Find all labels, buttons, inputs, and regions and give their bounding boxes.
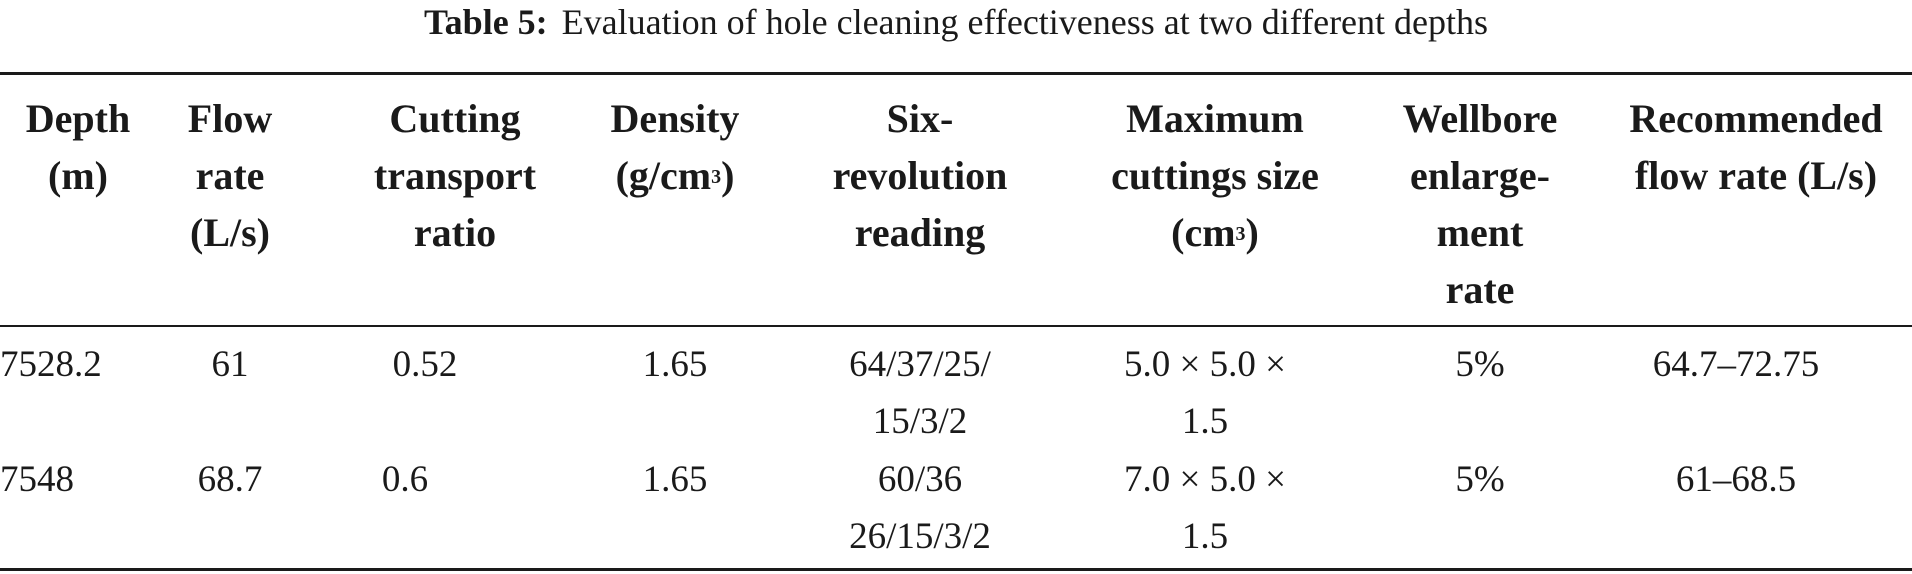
table-caption: Table 5: Evaluation of hole cleaning effe… bbox=[0, 0, 1912, 44]
cell-density: 1.65 bbox=[642, 344, 708, 385]
cell-recommended-flow-rate: 61–68.5 bbox=[1675, 459, 1797, 500]
table-caption-label: Table 5: bbox=[423, 2, 548, 42]
table-header-rule bbox=[0, 325, 1912, 327]
cell-flow-rate: 61 bbox=[211, 344, 249, 385]
table-top-rule bbox=[0, 72, 1912, 75]
header-cutting-transport-ratio: Cutting transport ratio bbox=[373, 96, 537, 255]
table-bottom-rule bbox=[0, 568, 1912, 571]
header-depth: Depth (m) bbox=[25, 96, 131, 198]
cell-depth: 7528.2 bbox=[0, 344, 102, 385]
cell-max-cuttings-size: 7.0 × 5.0 × 1.5 bbox=[1124, 459, 1286, 557]
cell-six-revolution-reading: 60/36 26/15/3/2 bbox=[849, 459, 991, 557]
cell-wellbore-enlargement-rate: 5% bbox=[1455, 344, 1505, 385]
cell-flow-rate: 68.7 bbox=[197, 459, 263, 500]
cell-six-revolution-reading: 64/37/25/ 15/3/2 bbox=[849, 344, 991, 442]
cell-max-cuttings-size: 5.0 × 5.0 × 1.5 bbox=[1124, 344, 1286, 442]
header-wellbore-enlargement-rate: Wellbore enlarge- ment rate bbox=[1402, 96, 1558, 312]
cell-recommended-flow-rate: 64.7–72.75 bbox=[1652, 344, 1820, 385]
table-caption-text: Evaluation of hole cleaning effectivenes… bbox=[561, 2, 1489, 42]
header-density: Density (g/cm3) bbox=[610, 96, 740, 198]
cell-density: 1.65 bbox=[642, 459, 708, 500]
header-flow-rate: Flow rate (L/s) bbox=[187, 96, 273, 255]
header-recommended-flow-rate: Recommended flow rate (L/s) bbox=[1629, 96, 1883, 198]
cell-wellbore-enlargement-rate: 5% bbox=[1455, 459, 1505, 500]
header-six-revolution-reading: Six- revolution reading bbox=[832, 96, 1008, 255]
header-maximum-cuttings-size: Maximum cuttings size (cm3) bbox=[1111, 96, 1319, 255]
cell-cutting-transport-ratio: 0.6 bbox=[381, 459, 429, 500]
cell-depth: 7548 bbox=[0, 459, 74, 500]
cell-cutting-transport-ratio: 0.52 bbox=[392, 344, 458, 385]
